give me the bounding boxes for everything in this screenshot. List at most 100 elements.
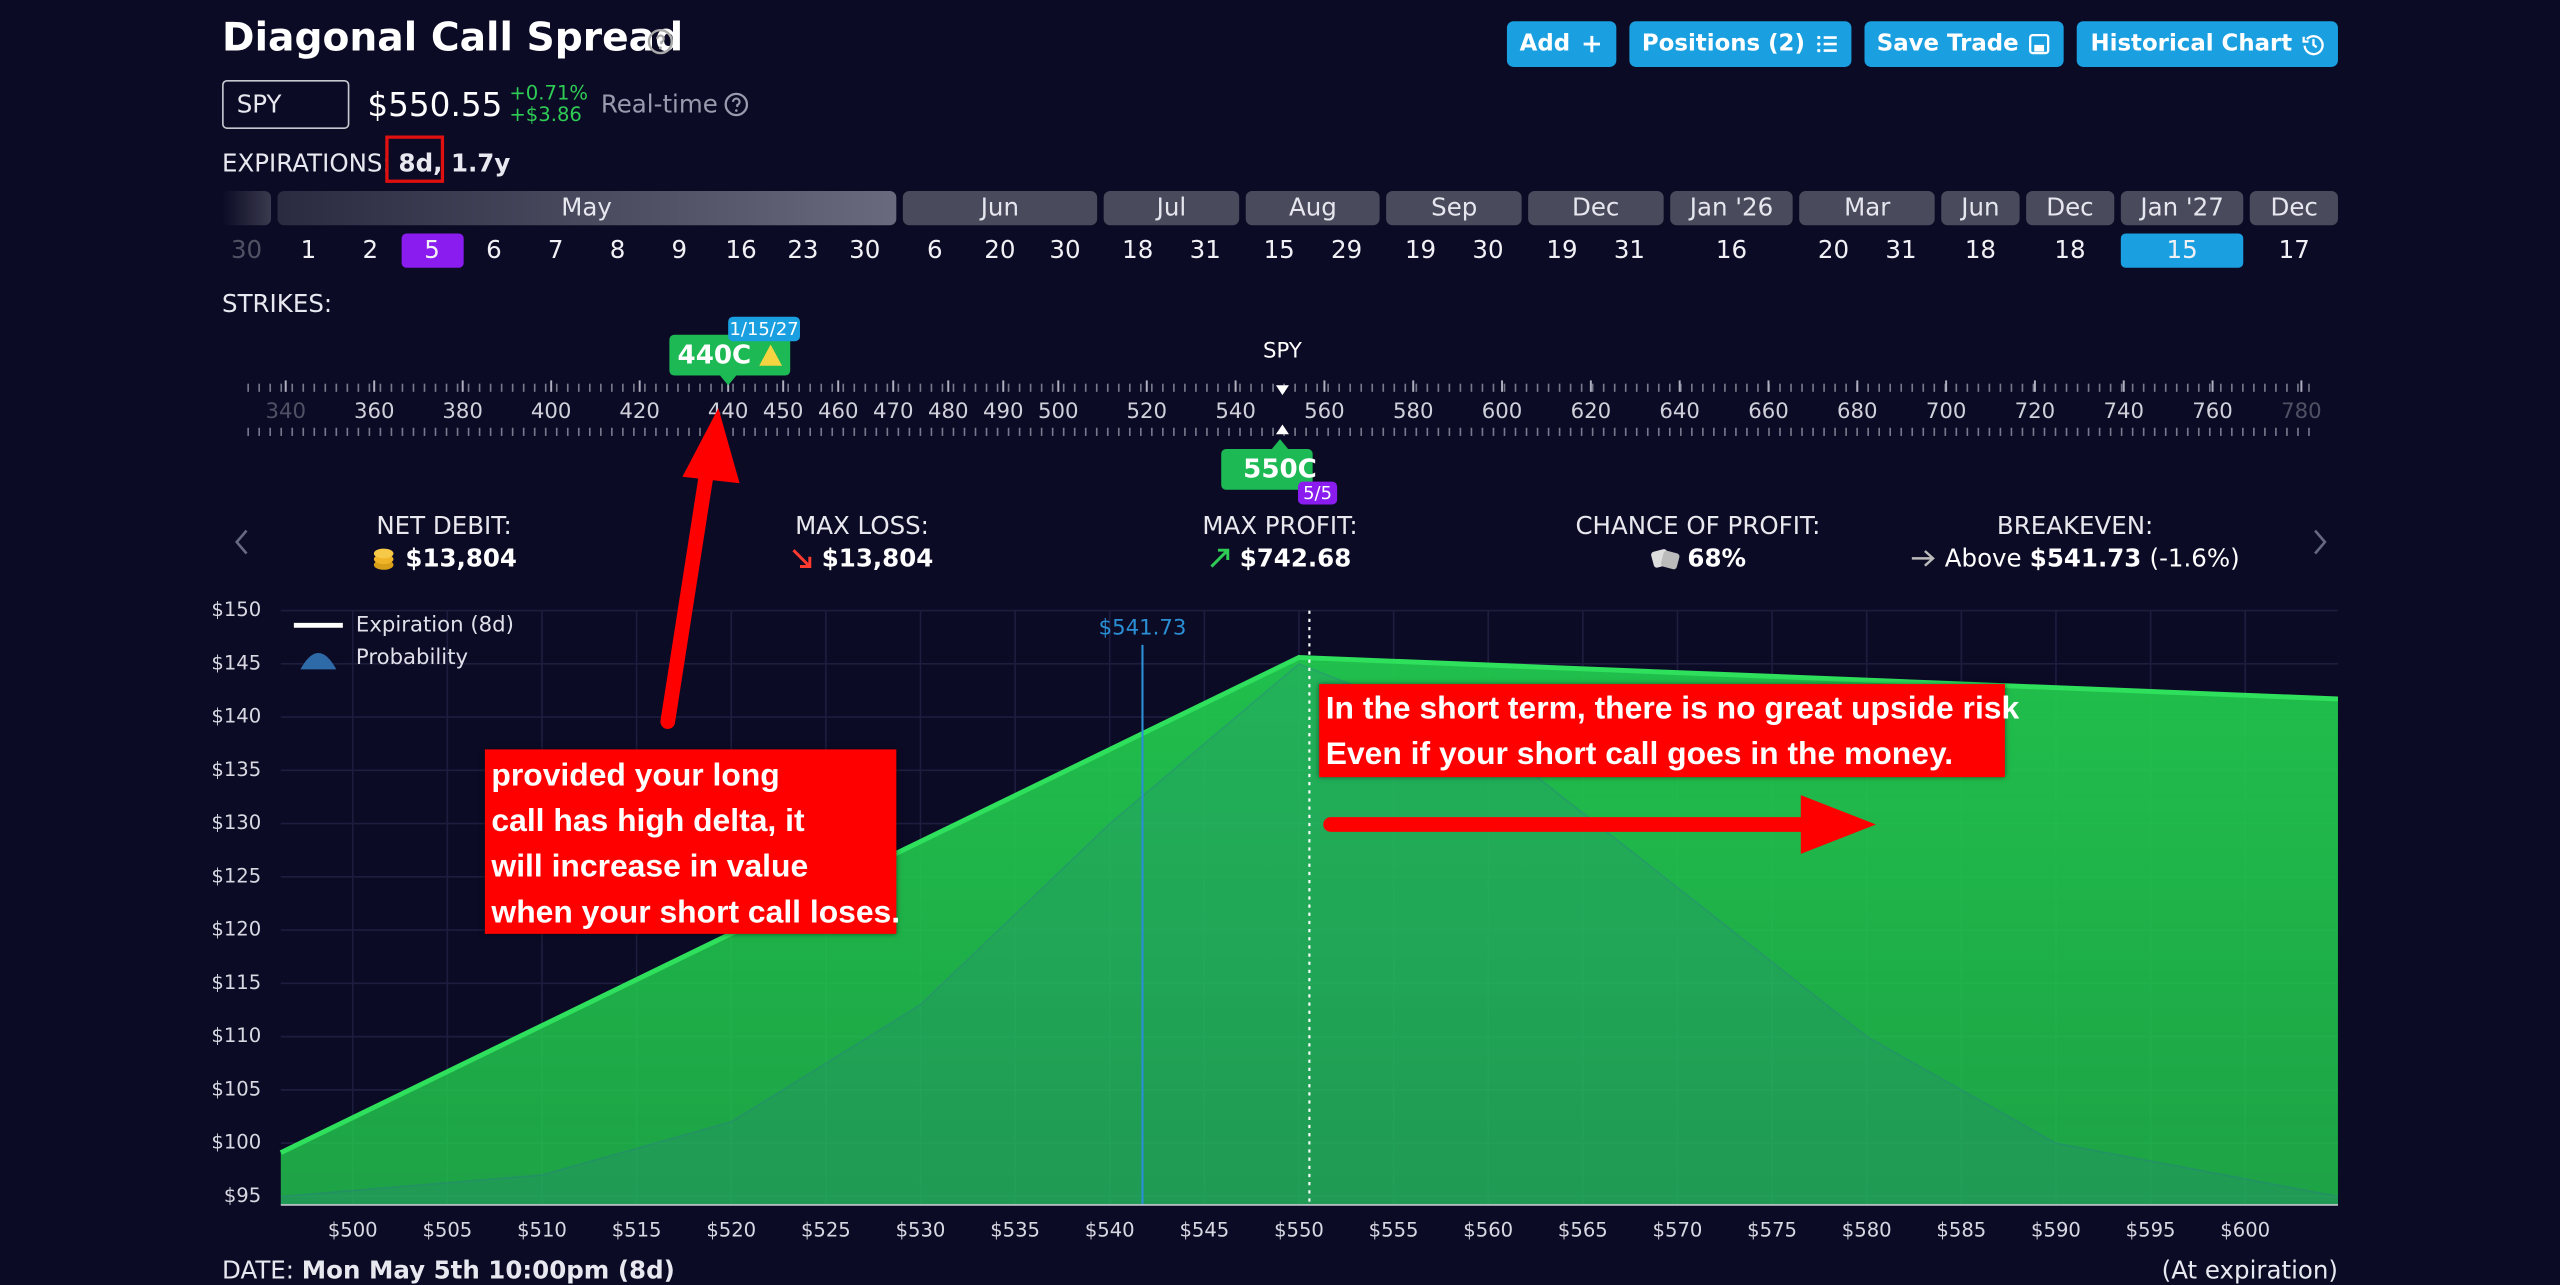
strike-label: 520 [1127, 399, 1168, 424]
dice-icon [1650, 549, 1679, 570]
stat-value-row: $13,804 [248, 544, 640, 573]
stat: MAX LOSS: $13,804 [666, 511, 1058, 573]
expiration-date[interactable]: 20 [984, 235, 1016, 265]
add-button[interactable]: Add [1506, 21, 1616, 67]
strike-label: 460 [818, 399, 859, 424]
y-tick-label: $150 [211, 598, 261, 621]
button-label: Historical Chart [2090, 31, 2293, 58]
list-icon [1816, 35, 1836, 53]
annotation-arrow [660, 462, 715, 729]
y-tick-label: $115 [211, 971, 261, 994]
stat-value: $742.68 [1239, 543, 1352, 574]
expiration-date[interactable]: 16 [1715, 235, 1748, 265]
stat-label: CHANCE OF PROFIT: [1575, 511, 1821, 541]
expiration-date[interactable]: 31 [1885, 235, 1917, 265]
expiration-date[interactable]: 5 [401, 233, 463, 268]
historical-button[interactable]: Historical Chart [2077, 21, 2338, 67]
breakeven-label: $541.73 [1099, 616, 1187, 641]
expiration-group: Jun 18 [1941, 191, 2020, 268]
coins-icon [374, 548, 395, 570]
button-label: Add [1519, 31, 1571, 58]
month-header: Jan '27 [2120, 191, 2244, 226]
expiration-date[interactable]: 15 [2120, 233, 2244, 268]
next-arrow[interactable] [2307, 526, 2333, 559]
save-icon [2029, 33, 2050, 55]
positions-button[interactable]: Positions (2) [1628, 21, 1851, 67]
expiration-date[interactable]: 19 [1404, 235, 1437, 265]
expiration-date[interactable]: 30 [1049, 235, 1081, 265]
legend-label: Expiration (8d) [356, 612, 514, 637]
strike-label: 500 [1038, 399, 1079, 424]
expiration-date[interactable]: 16 [725, 235, 757, 265]
up-arrow-icon [1210, 548, 1230, 568]
save-button[interactable]: Save Trade [1863, 21, 2065, 67]
stat-label: MAX PROFIT: [1202, 511, 1358, 541]
expiration-date: 30 [230, 235, 263, 265]
probability-line [280, 662, 2339, 1198]
expiration-date[interactable]: 1 [300, 235, 317, 265]
annotation-arrowhead [1800, 795, 1876, 854]
help-icon[interactable] [723, 91, 749, 117]
expiration-date[interactable]: 7 [547, 235, 564, 265]
date-row: 6 20 30 [902, 233, 1097, 267]
x-tick-label: $565 [1558, 1219, 1608, 1242]
expiration-date[interactable]: 29 [1331, 235, 1363, 265]
warning-icon [759, 344, 783, 366]
expiration-date[interactable]: 30 [849, 235, 881, 265]
expiration-date[interactable]: 2 [362, 235, 379, 265]
expiration-group: Jun 6 20 30 [902, 191, 1098, 268]
expiration-date[interactable]: 31 [1189, 235, 1221, 265]
expiration-date[interactable]: 15 [1263, 235, 1295, 265]
right-arrow-icon [1912, 550, 1936, 567]
strikes-label: STRIKES: [222, 288, 333, 319]
date-row: 20 31 [1800, 233, 1935, 267]
button-label: Save Trade [1876, 31, 2019, 58]
expiration-date[interactable]: 19 [1546, 235, 1578, 265]
expiration-date[interactable]: 6 [926, 235, 943, 265]
expiration-date[interactable]: 30 [1472, 235, 1504, 265]
expiration-date[interactable]: 8 [609, 235, 626, 265]
stat-value: $13,804 [821, 543, 934, 574]
strike-label: 780 [2281, 399, 2322, 424]
date-row: 18 [2026, 233, 2114, 267]
expiration-date[interactable]: 17 [2278, 235, 2310, 265]
date-row: 1 2 5 6 7 8 9 16 23 30 [278, 233, 896, 268]
stat: NET DEBIT: $13,804 [248, 511, 640, 573]
strike-label: 360 [354, 399, 395, 424]
help-icon[interactable] [647, 28, 675, 56]
expiration-date[interactable]: 18 [1122, 235, 1154, 265]
expiration-date[interactable]: 20 [1817, 235, 1850, 265]
strike-label: 720 [2015, 399, 2056, 424]
y-tick-label: $110 [211, 1024, 261, 1047]
highlight-box [385, 135, 445, 183]
annotation-line: Even if your short call goes in the mone… [1325, 736, 1954, 773]
x-tick-label: $535 [990, 1219, 1040, 1242]
y-tick-label: $105 [211, 1077, 261, 1100]
expiration-date[interactable]: 23 [787, 235, 819, 265]
month-header: Dec [2250, 191, 2339, 226]
month-header: Sep [1386, 191, 1522, 226]
month-header: Aug [1245, 191, 1381, 226]
strike-label: 660 [1748, 399, 1789, 424]
strike-label: 380 [442, 399, 483, 424]
legend-swatch [300, 653, 337, 670]
month-header: Jul [1104, 191, 1239, 226]
price: $550.55 [367, 84, 503, 125]
symbol-input[interactable]: SPY [222, 79, 350, 129]
y-tick-label: $140 [211, 705, 261, 728]
strike-label: 580 [1393, 399, 1434, 424]
expiration-date[interactable]: 9 [671, 235, 688, 265]
expiration-date[interactable]: 31 [1613, 235, 1645, 265]
expiration-group: Mar 20 31 [1799, 191, 1935, 268]
strike-label: 680 [1837, 399, 1878, 424]
stat-value-row: $742.68 [1084, 544, 1476, 573]
annotation-box: In the short term, there is no great ups… [1319, 684, 2019, 778]
date-row: 19 31 [1528, 233, 1663, 267]
leg-pointer [1271, 439, 1289, 449]
prev-arrow[interactable] [229, 526, 255, 559]
expiration-date[interactable]: 6 [486, 235, 502, 265]
expiration-date[interactable]: 18 [2054, 235, 2086, 265]
expiration-date[interactable]: 18 [1964, 235, 1996, 265]
y-tick-label: $125 [211, 864, 261, 887]
